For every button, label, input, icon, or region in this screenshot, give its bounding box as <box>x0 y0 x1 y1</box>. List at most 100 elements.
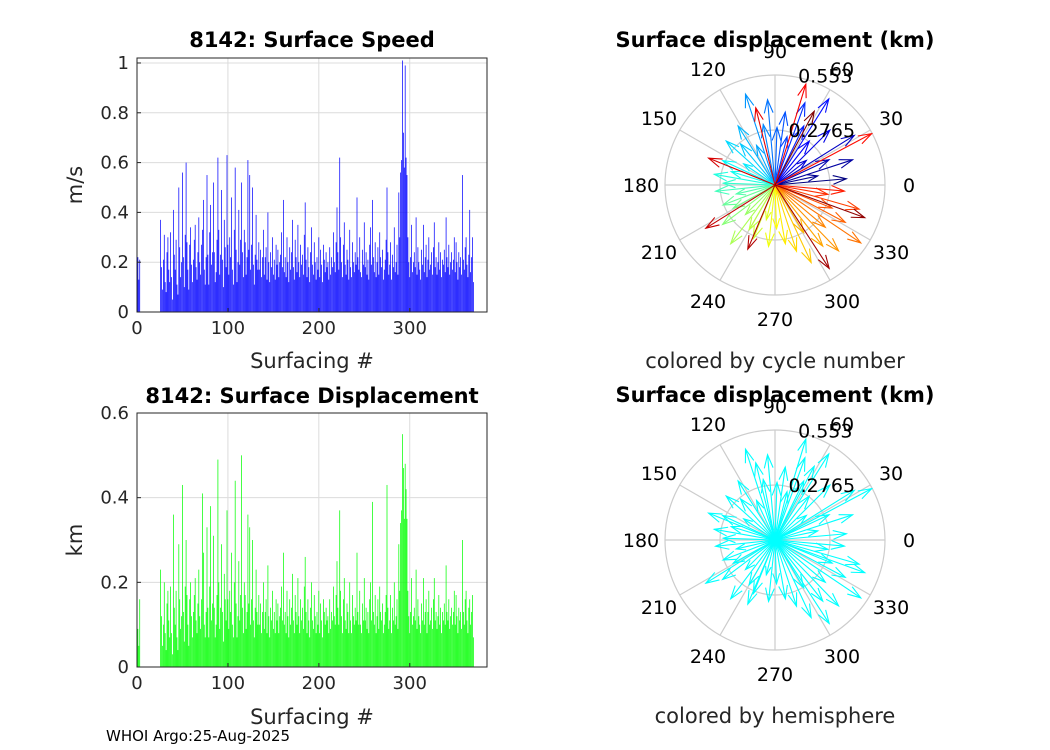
bar <box>351 277 352 312</box>
displacement-arrow <box>766 454 776 541</box>
displacement-arrow <box>722 184 776 225</box>
bar <box>362 249 363 312</box>
displacement-arrow <box>774 514 853 541</box>
bar <box>417 599 419 667</box>
polar-angle-label: 300 <box>824 291 860 313</box>
displacement-arrow <box>774 484 831 541</box>
bar <box>320 603 321 667</box>
bar <box>164 633 166 667</box>
bar <box>287 262 289 312</box>
bar <box>424 257 426 312</box>
bar <box>363 620 364 667</box>
bar <box>311 582 312 667</box>
bar <box>277 249 279 312</box>
bar <box>253 264 254 312</box>
bar <box>161 267 162 312</box>
bar <box>240 239 241 312</box>
bar <box>244 595 246 667</box>
arrow-head <box>818 553 834 564</box>
bar <box>333 232 334 312</box>
bar <box>442 259 443 312</box>
arrow-head <box>801 603 812 620</box>
bar <box>361 633 362 667</box>
displacement-arrow <box>715 539 776 547</box>
bar <box>407 237 409 312</box>
bar <box>360 624 361 667</box>
bar <box>418 616 420 667</box>
bar <box>310 607 311 667</box>
arrow-head <box>838 159 855 169</box>
polar-angle-label: 270 <box>757 309 793 331</box>
bar <box>397 274 399 312</box>
displacement-arrow <box>748 539 776 586</box>
displacement-arrow <box>705 184 776 229</box>
bar <box>428 237 430 312</box>
bar <box>163 624 164 667</box>
bar <box>214 637 216 667</box>
bar <box>210 506 211 667</box>
bar <box>458 252 460 312</box>
bar <box>332 267 333 312</box>
displacement-arrow <box>774 184 798 252</box>
speed-xlabel: Surfacing # <box>250 349 374 373</box>
displacement-arrow <box>740 498 776 541</box>
bar <box>456 616 458 667</box>
displacement-arrow <box>774 134 855 186</box>
bar <box>437 616 439 667</box>
bar <box>255 569 257 667</box>
arrow-head <box>765 587 775 604</box>
arrow-head <box>752 224 763 241</box>
displacement-arrow <box>774 184 824 247</box>
bar <box>264 257 266 312</box>
bar <box>290 624 291 667</box>
bar <box>217 459 219 667</box>
bar <box>223 219 225 312</box>
bar <box>225 620 227 667</box>
bar <box>180 628 181 667</box>
arrow-head <box>729 230 743 246</box>
displacement-arrow <box>737 125 776 186</box>
displacement-arrow <box>714 173 776 186</box>
bar <box>264 611 266 667</box>
arrow-head <box>803 464 816 481</box>
bar <box>205 611 207 667</box>
bar <box>373 624 375 667</box>
arrow-head <box>778 584 788 601</box>
bar <box>468 254 470 312</box>
bar <box>306 277 308 312</box>
arrow-head <box>803 109 816 126</box>
bar <box>337 252 339 312</box>
bar <box>354 607 356 667</box>
bar <box>383 624 385 667</box>
bar <box>356 197 358 312</box>
bar <box>326 267 328 312</box>
arrow-head <box>724 139 740 154</box>
bar <box>257 269 259 312</box>
bar <box>416 274 418 312</box>
bar <box>178 187 180 312</box>
displacement-arrow <box>774 539 862 599</box>
bar <box>263 229 264 312</box>
bar <box>350 620 351 667</box>
bar <box>169 637 171 667</box>
bar <box>427 611 429 667</box>
bar <box>294 239 296 312</box>
bar <box>365 252 367 312</box>
bar <box>405 157 407 312</box>
arrow-head <box>795 101 806 117</box>
bar <box>359 237 361 312</box>
bar <box>350 267 351 312</box>
bar <box>402 60 403 312</box>
bar <box>186 595 188 667</box>
bar <box>303 628 304 667</box>
arrow-head <box>721 195 737 206</box>
bar <box>427 259 429 312</box>
bar <box>216 239 218 312</box>
bar <box>398 192 400 312</box>
bar <box>439 624 441 667</box>
bar <box>298 616 300 667</box>
bar <box>320 249 321 312</box>
arrow-head <box>787 237 798 253</box>
bar <box>318 237 320 312</box>
displacement-arrow <box>774 110 815 186</box>
